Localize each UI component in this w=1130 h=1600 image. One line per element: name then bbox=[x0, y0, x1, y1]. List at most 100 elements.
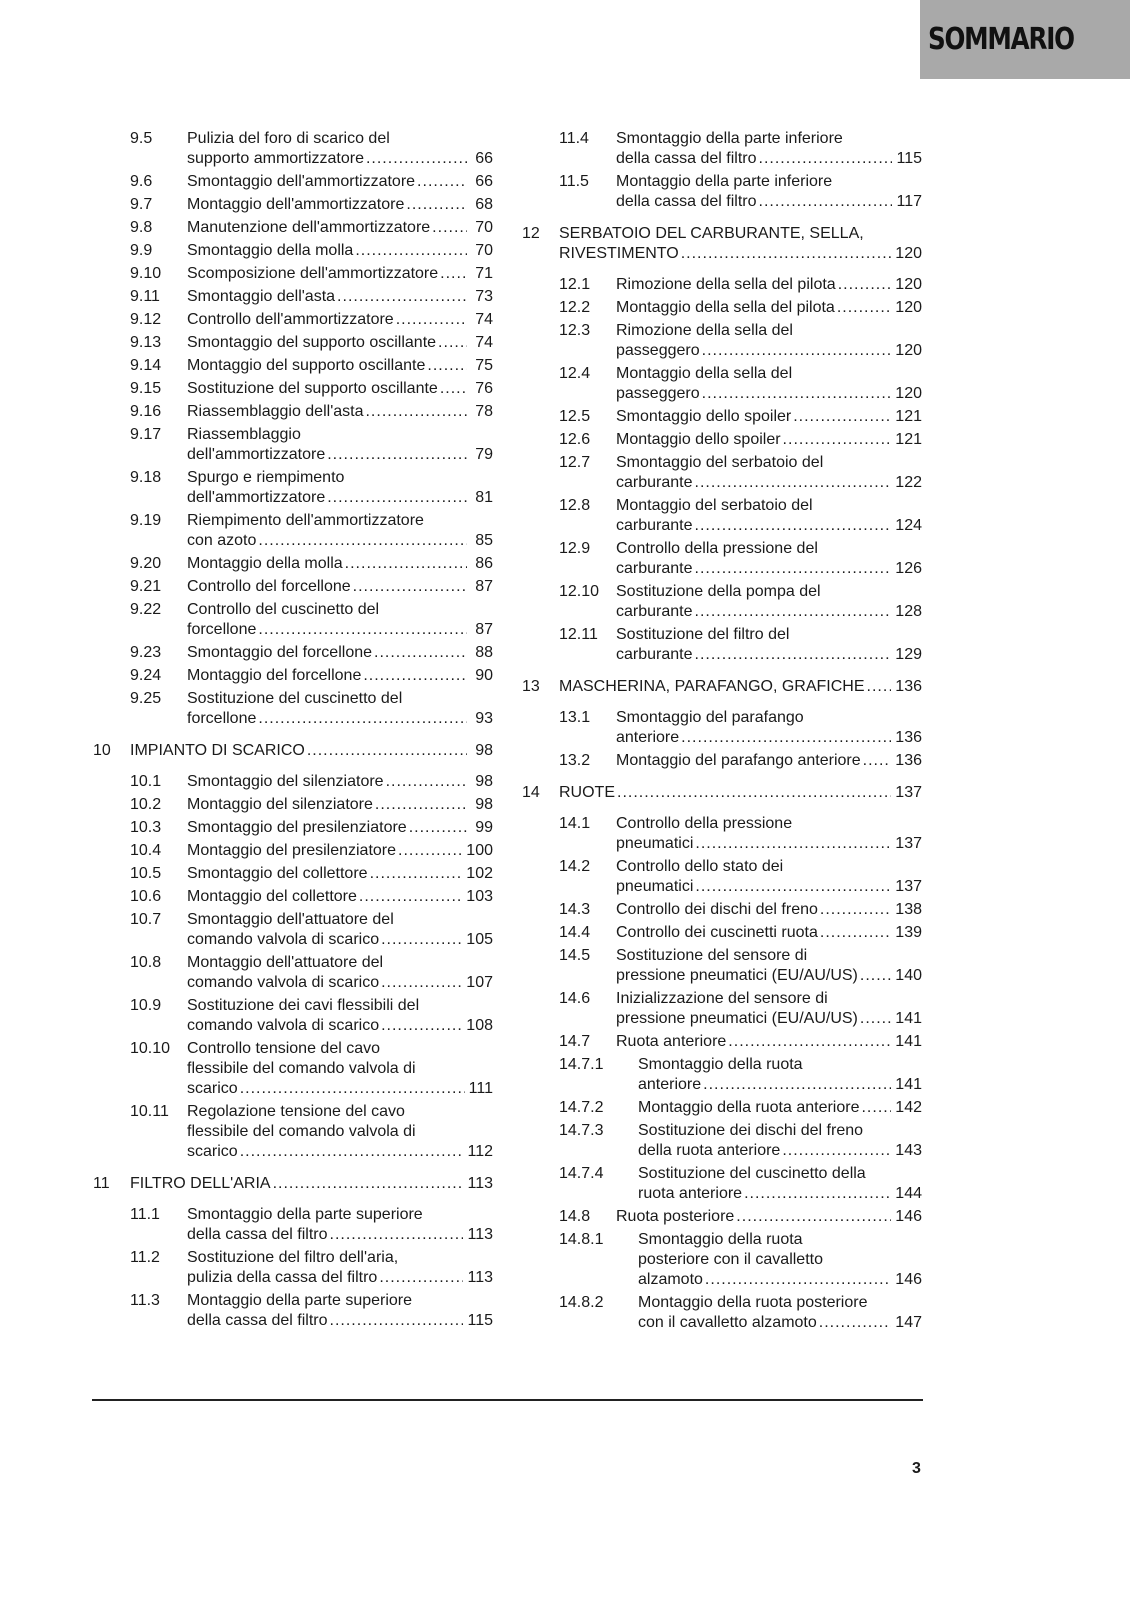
toc-entry[interactable]: 12.1 Rimozione della sella del pilota 120 bbox=[522, 275, 922, 295]
toc-page[interactable]: 137 bbox=[895, 784, 922, 801]
toc-page[interactable]: 111 bbox=[468, 1080, 493, 1097]
toc-page[interactable]: 107 bbox=[466, 974, 493, 991]
toc-page[interactable]: 141 bbox=[895, 1076, 922, 1093]
toc-entry[interactable]: 14.7 Ruota anteriore 141 bbox=[522, 1032, 922, 1052]
toc-entry[interactable]: 9.16 Riassemblaggio dell'asta 78 bbox=[93, 402, 493, 422]
toc-page[interactable]: 85 bbox=[475, 532, 493, 549]
toc-entry[interactable]: 14.4 Controllo dei cuscinetti ruota 139 bbox=[522, 923, 922, 943]
toc-page[interactable]: 74 bbox=[475, 311, 493, 328]
toc-entry[interactable]: 10.10 Controllo tensione del cavo flessibi… bbox=[93, 1039, 493, 1099]
toc-page[interactable]: 113 bbox=[467, 1226, 493, 1243]
toc-entry[interactable]: 9.6 Smontaggio dell'ammortizzatore 66 bbox=[93, 172, 493, 192]
toc-entry[interactable]: 9.13 Smontaggio del supporto oscillante 74 bbox=[93, 333, 493, 353]
toc-entry[interactable]: 9.19 Riempimento dell'ammortizzatore con a… bbox=[93, 511, 493, 551]
toc-page[interactable]: 79 bbox=[475, 446, 493, 463]
toc-entry[interactable]: 9.11 Smontaggio dell'asta 73 bbox=[93, 287, 493, 307]
toc-entry[interactable]: 12.4 Montaggio della sella del passeggero 1… bbox=[522, 364, 922, 404]
toc-entry[interactable]: 14.7.4 Sostituzione del cuscinetto della r… bbox=[522, 1164, 922, 1204]
toc-page[interactable]: 117 bbox=[896, 193, 922, 210]
toc-entry[interactable]: 14.8.1 Smontaggio della ruota posteriore c… bbox=[522, 1230, 922, 1290]
toc-entry[interactable]: 10.4 Montaggio del presilenziatore 100 bbox=[93, 841, 493, 861]
toc-entry[interactable]: 10.8 Montaggio dell'attuatore del comando … bbox=[93, 953, 493, 993]
toc-entry[interactable]: 14.7.1 Smontaggio della ruota anteriore 141 bbox=[522, 1055, 922, 1095]
toc-page[interactable]: 120 bbox=[895, 245, 922, 262]
toc-page[interactable]: 121 bbox=[895, 408, 922, 425]
toc-entry[interactable]: 10.1 Smontaggio del silenziatore 98 bbox=[93, 772, 493, 792]
toc-entry[interactable]: 13.2 Montaggio del parafango anteriore 136 bbox=[522, 751, 922, 771]
toc-entry[interactable]: 13.1 Smontaggio del parafango anteriore 136 bbox=[522, 708, 922, 748]
toc-entry[interactable]: 9.14 Montaggio del supporto oscillante 75 bbox=[93, 356, 493, 376]
toc-entry[interactable]: 9.17 Riassemblaggio dell'ammortizzatore 79 bbox=[93, 425, 493, 465]
toc-page[interactable]: 136 bbox=[895, 678, 922, 695]
toc-entry[interactable]: 11.3 Montaggio della parte superiore della… bbox=[93, 1291, 493, 1331]
toc-page[interactable]: 66 bbox=[475, 173, 493, 190]
toc-page[interactable]: 124 bbox=[895, 517, 922, 534]
toc-entry[interactable]: 14.5 Sostituzione del sensore di pressione… bbox=[522, 946, 922, 986]
toc-entry[interactable]: 11.5 Montaggio della parte inferiore della… bbox=[522, 172, 922, 212]
toc-entry[interactable]: 14.2 Controllo dello stato dei pneumatici 1… bbox=[522, 857, 922, 897]
toc-entry[interactable]: 10.9 Sostituzione dei cavi flessibili del… bbox=[93, 996, 493, 1036]
toc-page[interactable]: 141 bbox=[895, 1033, 922, 1050]
toc-page[interactable]: 120 bbox=[895, 342, 922, 359]
toc-entry[interactable]: 12.8 Montaggio del serbatoio del carburant… bbox=[522, 496, 922, 536]
toc-page[interactable]: 112 bbox=[467, 1143, 493, 1160]
toc-page[interactable]: 93 bbox=[475, 710, 493, 727]
toc-entry[interactable]: 9.23 Smontaggio del forcellone 88 bbox=[93, 643, 493, 663]
toc-entry[interactable]: 14.1 Controllo della pressione pneumatici 1… bbox=[522, 814, 922, 854]
toc-page[interactable]: 140 bbox=[895, 967, 922, 984]
toc-page[interactable]: 98 bbox=[475, 796, 493, 813]
toc-page[interactable]: 68 bbox=[475, 196, 493, 213]
toc-entry[interactable]: 9.9 Smontaggio della molla 70 bbox=[93, 241, 493, 261]
toc-page[interactable]: 139 bbox=[895, 924, 922, 941]
toc-entry[interactable]: 14.7.2 Montaggio della ruota anteriore 142 bbox=[522, 1098, 922, 1118]
toc-page[interactable]: 75 bbox=[475, 357, 493, 374]
toc-page[interactable]: 126 bbox=[895, 560, 922, 577]
toc-page[interactable]: 73 bbox=[475, 288, 493, 305]
toc-page[interactable]: 146 bbox=[895, 1208, 922, 1225]
toc-page[interactable]: 70 bbox=[475, 242, 493, 259]
toc-chapter[interactable]: 10 IMPIANTO DI SCARICO 98 bbox=[93, 741, 493, 761]
toc-page[interactable]: 115 bbox=[896, 150, 922, 167]
toc-entry[interactable]: 12.7 Smontaggio del serbatoio del carburan… bbox=[522, 453, 922, 493]
toc-chapter[interactable]: 13 MASCHERINA, PARAFANGO, GRAFICHE 136 bbox=[522, 677, 922, 697]
toc-entry[interactable]: 9.7 Montaggio dell'ammortizzatore 68 bbox=[93, 195, 493, 215]
toc-entry[interactable]: 12.6 Montaggio dello spoiler 121 bbox=[522, 430, 922, 450]
toc-page[interactable]: 66 bbox=[475, 150, 493, 167]
toc-page[interactable]: 137 bbox=[895, 878, 922, 895]
toc-page[interactable]: 105 bbox=[466, 931, 493, 948]
toc-page[interactable]: 90 bbox=[475, 667, 493, 684]
toc-page[interactable]: 120 bbox=[895, 276, 922, 293]
toc-page[interactable]: 120 bbox=[895, 299, 922, 316]
toc-page[interactable]: 88 bbox=[475, 644, 493, 661]
toc-entry[interactable]: 11.4 Smontaggio della parte inferiore dell… bbox=[522, 129, 922, 169]
toc-entry[interactable]: 10.7 Smontaggio dell'attuatore del comando… bbox=[93, 910, 493, 950]
toc-entry[interactable]: 14.6 Inizializzazione del sensore di press… bbox=[522, 989, 922, 1029]
toc-entry[interactable]: 14.7.3 Sostituzione dei dischi del freno d… bbox=[522, 1121, 922, 1161]
toc-entry[interactable]: 9.10 Scomposizione dell'ammortizzatore 71 bbox=[93, 264, 493, 284]
toc-entry[interactable]: 12.11 Sostituzione del filtro del carburan… bbox=[522, 625, 922, 665]
toc-page[interactable]: 120 bbox=[895, 385, 922, 402]
toc-page[interactable]: 113 bbox=[467, 1175, 493, 1192]
toc-entry[interactable]: 9.12 Controllo dell'ammortizzatore 74 bbox=[93, 310, 493, 330]
toc-page[interactable]: 78 bbox=[475, 403, 493, 420]
toc-page[interactable]: 71 bbox=[475, 265, 493, 282]
toc-chapter[interactable]: 14 RUOTE 137 bbox=[522, 783, 922, 803]
toc-page[interactable]: 137 bbox=[895, 835, 922, 852]
toc-page[interactable]: 122 bbox=[895, 474, 922, 491]
toc-entry[interactable]: 9.21 Controllo del forcellone 87 bbox=[93, 577, 493, 597]
toc-page[interactable]: 86 bbox=[475, 555, 493, 572]
toc-page[interactable]: 87 bbox=[475, 621, 493, 638]
toc-entry[interactable]: 14.8 Ruota posteriore 146 bbox=[522, 1207, 922, 1227]
toc-entry[interactable]: 9.5 Pulizia del foro di scarico del suppor… bbox=[93, 129, 493, 169]
toc-entry[interactable]: 12.9 Controllo della pressione del carbura… bbox=[522, 539, 922, 579]
toc-entry[interactable]: 10.3 Smontaggio del presilenziatore 99 bbox=[93, 818, 493, 838]
toc-page[interactable]: 138 bbox=[895, 901, 922, 918]
toc-page[interactable]: 144 bbox=[895, 1185, 922, 1202]
toc-page[interactable]: 115 bbox=[467, 1312, 493, 1329]
toc-page[interactable]: 100 bbox=[466, 842, 493, 859]
toc-entry[interactable]: 12.10 Sostituzione della pompa del carbura… bbox=[522, 582, 922, 622]
toc-entry[interactable]: 9.20 Montaggio della molla 86 bbox=[93, 554, 493, 574]
toc-entry[interactable]: 9.25 Sostituzione del cuscinetto del force… bbox=[93, 689, 493, 729]
toc-page[interactable]: 143 bbox=[895, 1142, 922, 1159]
toc-entry[interactable]: 12.5 Smontaggio dello spoiler 121 bbox=[522, 407, 922, 427]
